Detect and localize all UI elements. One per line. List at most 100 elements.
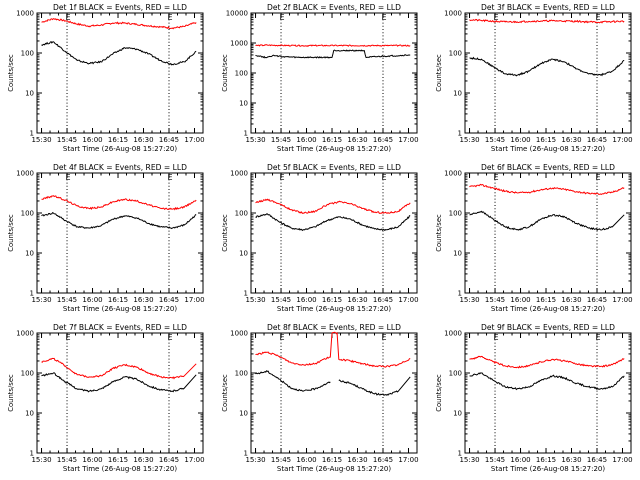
y-tick-label: 10 xyxy=(239,100,248,108)
panel-title: Det 3f BLACK = Events, RED = LLD xyxy=(481,3,615,12)
x-tick-label: 16:30 xyxy=(347,136,367,144)
panel-title: Det 6f BLACK = Events, RED = LLD xyxy=(481,163,615,172)
y-tick-label: 1 xyxy=(244,290,248,298)
marker-label: E xyxy=(168,333,173,342)
series-line-red xyxy=(41,357,197,380)
y-tick-label: 1 xyxy=(30,450,34,458)
x-tick-label: 16:15 xyxy=(108,456,128,464)
y-tick-label: 10000 xyxy=(226,10,248,18)
series-line-black xyxy=(41,41,197,66)
plot-frame xyxy=(250,332,418,454)
x-tick-label: 15:30 xyxy=(245,296,265,304)
marker-label: E xyxy=(382,13,387,22)
x-tick-label: 16:15 xyxy=(322,296,342,304)
panel-title: Det 8f BLACK = Events, RED = LLD xyxy=(267,323,401,332)
y-tick-label: 100 xyxy=(449,370,462,378)
panel-det-1: Det 1f BLACK = Events, RED = LLD Counts/s… xyxy=(7,3,205,153)
x-tick-label: 17:00 xyxy=(184,136,204,144)
y-axis-label: Counts/sec xyxy=(221,374,229,412)
x-tick-label: 17:00 xyxy=(184,296,204,304)
y-tick-label: 10 xyxy=(239,250,248,258)
x-tick-label: 15:30 xyxy=(459,136,479,144)
panel-det-2: Det 2f BLACK = Events, RED = LLD Counts/s… xyxy=(221,3,419,153)
series-line-black xyxy=(469,372,625,391)
x-tick-label: 16:30 xyxy=(347,296,367,304)
y-axis-label: Counts/sec xyxy=(7,214,15,252)
x-tick-label: 16:15 xyxy=(536,296,556,304)
y-tick-label: 1000 xyxy=(444,330,462,338)
panel-det-8: Det 8f BLACK = Events, RED = LLD Counts/s… xyxy=(221,323,419,473)
x-tick-label: 16:15 xyxy=(536,456,556,464)
x-tick-label: 16:30 xyxy=(561,456,581,464)
y-tick-label: 10 xyxy=(453,410,462,418)
series-line-black xyxy=(255,370,411,397)
x-tick-label: 16:45 xyxy=(159,136,179,144)
marker-label: E xyxy=(280,173,285,182)
x-tick-label: 16:30 xyxy=(133,296,153,304)
x-tick-label: 15:45 xyxy=(271,456,291,464)
marker-label: E xyxy=(66,13,71,22)
x-tick-label: 16:15 xyxy=(322,456,342,464)
plot-frame xyxy=(250,12,418,134)
y-tick-label: 10 xyxy=(25,90,34,98)
x-tick-label: 15:30 xyxy=(245,456,265,464)
panel-det-4: Det 4f BLACK = Events, RED = LLD Counts/s… xyxy=(7,163,205,313)
series-line-black xyxy=(255,49,411,59)
series-line-red xyxy=(469,355,625,369)
y-axis-label: Counts/sec xyxy=(221,214,229,252)
series-line-red xyxy=(41,195,197,211)
x-tick-label: 16:00 xyxy=(296,296,316,304)
x-tick-label: 16:45 xyxy=(373,296,393,304)
marker-label: E xyxy=(596,13,601,22)
panel-det-7: Det 7f BLACK = Events, RED = LLD Counts/s… xyxy=(7,323,205,473)
panel-title: Det 9f BLACK = Events, RED = LLD xyxy=(481,323,615,332)
panel-title: Det 1f BLACK = Events, RED = LLD xyxy=(53,3,187,12)
plot-frame xyxy=(464,12,632,134)
x-tick-label: 16:00 xyxy=(510,456,530,464)
x-tick-label: 15:30 xyxy=(31,296,51,304)
x-tick-label: 16:45 xyxy=(373,456,393,464)
x-axis-label: Start Time (26-Aug-08 15:27:20) xyxy=(491,465,605,473)
panel-title: Det 5f BLACK = Events, RED = LLD xyxy=(267,163,401,172)
marker-label: E xyxy=(280,13,285,22)
x-tick-label: 16:15 xyxy=(108,296,128,304)
y-tick-label: 1000 xyxy=(16,170,34,178)
plot-frame xyxy=(250,172,418,294)
x-tick-label: 16:00 xyxy=(296,456,316,464)
plot-frame xyxy=(464,332,632,454)
marker-label: E xyxy=(596,333,601,342)
x-tick-label: 15:30 xyxy=(31,136,51,144)
marker-label: E xyxy=(382,333,387,342)
x-axis-label: Start Time (26-Aug-08 15:27:20) xyxy=(491,145,605,153)
x-tick-label: 17:00 xyxy=(184,456,204,464)
y-tick-label: 100 xyxy=(449,210,462,218)
x-tick-label: 17:00 xyxy=(612,456,632,464)
y-tick-label: 100 xyxy=(235,70,248,78)
y-tick-label: 1000 xyxy=(230,170,248,178)
x-tick-label: 15:45 xyxy=(57,296,77,304)
x-tick-label: 16:30 xyxy=(347,456,367,464)
x-tick-label: 15:45 xyxy=(57,456,77,464)
y-tick-label: 100 xyxy=(21,370,34,378)
y-tick-label: 10 xyxy=(453,90,462,98)
y-tick-label: 10 xyxy=(25,410,34,418)
x-tick-label: 16:15 xyxy=(536,136,556,144)
y-axis-label: Counts/sec xyxy=(435,54,443,92)
plot-frame xyxy=(36,172,204,294)
x-tick-label: 15:45 xyxy=(271,296,291,304)
series-line-red xyxy=(255,44,411,47)
series-line-black xyxy=(255,213,411,232)
series-line-black xyxy=(41,211,197,230)
plot-frame xyxy=(464,172,632,294)
marker-label: E xyxy=(66,173,71,182)
y-tick-label: 1000 xyxy=(16,10,34,18)
series-line-red xyxy=(41,18,197,30)
y-tick-label: 1000 xyxy=(444,10,462,18)
series-line-black xyxy=(469,56,625,77)
marker-label: E xyxy=(168,13,173,22)
y-tick-label: 100 xyxy=(21,210,34,218)
y-tick-label: 1 xyxy=(30,130,34,138)
x-tick-label: 16:15 xyxy=(322,136,342,144)
marker-label: E xyxy=(494,333,499,342)
